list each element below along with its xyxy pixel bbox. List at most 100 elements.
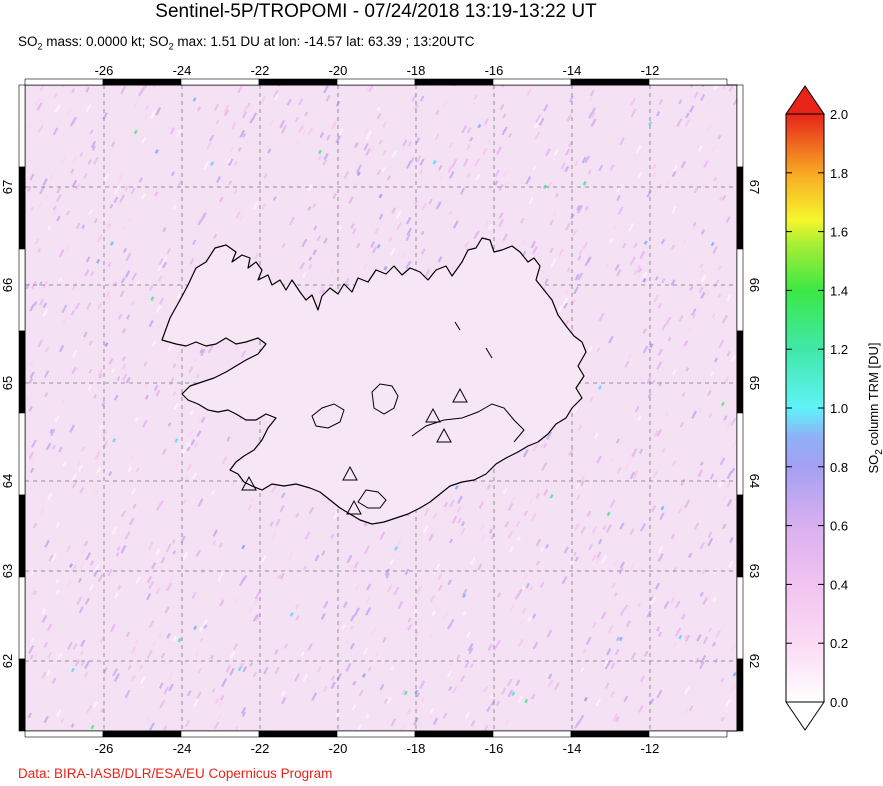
so2-pixel bbox=[93, 218, 98, 224]
so2-pixel bbox=[661, 278, 666, 284]
lon-tick-top: -12 bbox=[641, 63, 660, 78]
so2-pixel bbox=[437, 573, 443, 580]
lat-scale-segment bbox=[18, 658, 26, 732]
so2-pixel bbox=[393, 586, 400, 596]
so2-pixel bbox=[406, 708, 412, 715]
so2-pixel bbox=[414, 630, 419, 637]
so2-pixel bbox=[122, 247, 128, 253]
so2-pixel bbox=[293, 673, 300, 682]
so2-pixel bbox=[633, 242, 638, 249]
so2-pixel bbox=[699, 591, 704, 597]
so2-pixel bbox=[629, 256, 636, 265]
so2-pixel bbox=[155, 191, 161, 199]
so2-pixel bbox=[169, 575, 175, 583]
so2-pixel bbox=[687, 326, 693, 333]
so2-pixel bbox=[595, 698, 601, 706]
so2-pixel bbox=[143, 361, 148, 367]
so2-pixel bbox=[144, 394, 149, 400]
so2-pixel bbox=[155, 304, 162, 314]
so2-pixel bbox=[507, 689, 514, 698]
so2-pixel bbox=[400, 689, 406, 696]
so2-pixel bbox=[177, 179, 183, 188]
so2-pixel bbox=[71, 179, 78, 188]
so2-pixel bbox=[642, 345, 649, 354]
so2-pixel bbox=[691, 312, 697, 319]
so2-pixel bbox=[50, 428, 56, 437]
colorbar: 2.0 1.8 1.6 1.4 1.2 1.0 0.8 0.6 0.4 0.2 0.0 SO2 co… bbox=[785, 85, 883, 731]
so2-pixel bbox=[274, 666, 280, 675]
lon-tick-bottom: -26 bbox=[95, 741, 114, 756]
so2-pixel bbox=[614, 263, 620, 271]
so2-pixel bbox=[637, 602, 642, 608]
so2-pixel bbox=[688, 705, 694, 712]
so2-pixel bbox=[172, 204, 177, 210]
so2-pixel bbox=[121, 356, 127, 362]
so2-pixel bbox=[57, 277, 63, 283]
so2-pixel bbox=[363, 143, 369, 151]
so2-pixel-high bbox=[210, 161, 215, 167]
so2-pixel bbox=[564, 148, 571, 156]
so2-pixel bbox=[348, 564, 355, 572]
so2-pixel bbox=[629, 471, 636, 480]
so2-pixel bbox=[237, 85, 243, 94]
so2-pixel bbox=[113, 185, 120, 195]
so2-pixel bbox=[661, 447, 666, 454]
so2-pixel bbox=[608, 238, 614, 244]
so2-pixel bbox=[561, 575, 568, 585]
lon-tick-bottom: -16 bbox=[485, 741, 504, 756]
so2-pixel bbox=[718, 339, 725, 349]
lat-scale-segment bbox=[736, 330, 744, 414]
so2-pixel bbox=[519, 619, 524, 625]
so2-pixel bbox=[365, 606, 372, 616]
so2-pixel bbox=[76, 459, 82, 466]
so2-pixel bbox=[532, 245, 538, 255]
so2-pixel bbox=[88, 583, 95, 591]
so2-pixel bbox=[46, 668, 52, 676]
so2-pixel bbox=[564, 165, 570, 173]
so2-pixel bbox=[590, 112, 596, 119]
so2-pixel bbox=[707, 537, 714, 547]
so2-pixel bbox=[717, 265, 722, 271]
so2-pixel bbox=[616, 184, 623, 193]
volcano-triangle-icon bbox=[425, 407, 441, 423]
so2-pixel bbox=[383, 698, 389, 705]
so2-pixel bbox=[435, 201, 442, 210]
so2-pixel bbox=[640, 675, 646, 683]
so2-pixel bbox=[434, 133, 440, 141]
so2-pixel bbox=[483, 685, 489, 693]
so2-pixel bbox=[684, 708, 689, 715]
so2-pixel bbox=[650, 505, 657, 513]
so2-pixel bbox=[189, 410, 194, 416]
so2-pixel bbox=[615, 716, 620, 723]
so2-pixel bbox=[187, 429, 194, 438]
so2-pixel bbox=[574, 160, 579, 167]
so2-pixel bbox=[486, 484, 491, 490]
so2-pixel bbox=[89, 129, 94, 135]
so2-pixel bbox=[163, 583, 169, 592]
so2-pixel bbox=[684, 634, 689, 640]
so2-pixel bbox=[610, 662, 616, 670]
lon-tick-top: -18 bbox=[407, 63, 426, 78]
so2-pixel bbox=[214, 697, 220, 704]
so2-pixel bbox=[117, 585, 122, 590]
so2-pixel bbox=[295, 615, 300, 621]
so2-pixel bbox=[560, 162, 566, 170]
volcano-triangle-icon bbox=[436, 427, 452, 443]
so2-pixel bbox=[353, 561, 359, 569]
so2-pixel bbox=[125, 253, 132, 262]
so2-pixel bbox=[130, 187, 136, 195]
so2-pixel bbox=[577, 255, 582, 261]
so2-pixel bbox=[502, 487, 508, 495]
so2-pixel bbox=[213, 103, 220, 111]
so2-pixel bbox=[523, 573, 529, 581]
so2-pixel bbox=[320, 613, 326, 620]
so2-pixel bbox=[155, 548, 161, 556]
so2-pixel bbox=[606, 648, 612, 656]
so2-pixel bbox=[199, 213, 206, 223]
so2-pixel bbox=[197, 667, 202, 674]
so2-pixel bbox=[49, 428, 54, 434]
so2-pixel bbox=[678, 314, 684, 322]
so2-pixel bbox=[487, 138, 492, 145]
so2-pixel bbox=[124, 689, 131, 699]
so2-pixel bbox=[294, 603, 300, 610]
